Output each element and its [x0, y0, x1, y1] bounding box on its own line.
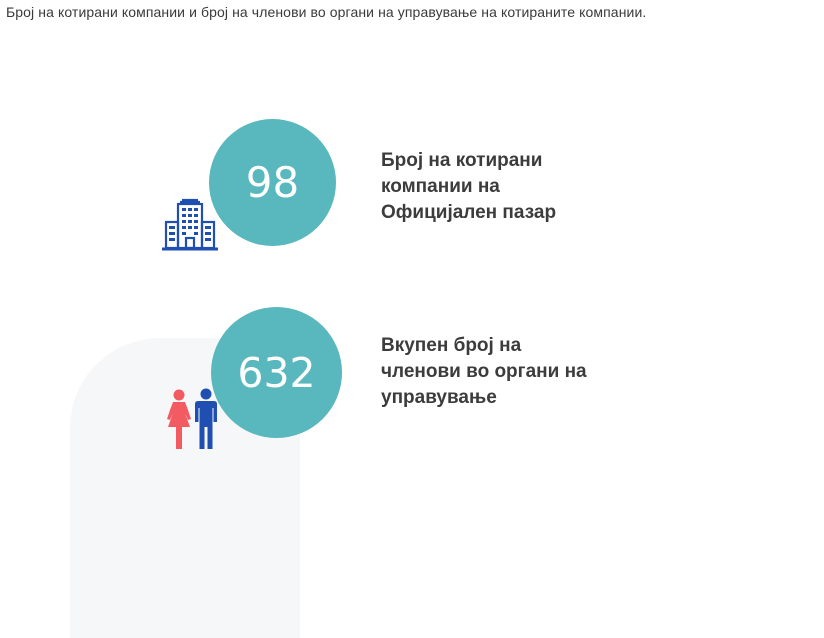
label-line: членови во органи на [381, 361, 587, 382]
companies-count-circle: 98 [209, 119, 336, 246]
label-line: Вкупен број на [381, 335, 522, 356]
label-line: управување [381, 387, 497, 408]
page-title: Број на котирани компании и број на член… [6, 4, 647, 20]
label-line: компании на [381, 176, 500, 197]
board-members-count-circle: 632 [211, 307, 342, 438]
label-line: Официјален пазар [381, 202, 557, 223]
building-icon [162, 198, 218, 251]
companies-count-value: 98 [245, 158, 300, 207]
board-members-count-label: Вкупен број на членови во органи на упра… [381, 333, 587, 411]
people-icon [167, 388, 217, 449]
companies-count-label: Број на котирани компании на Официјален … [381, 148, 556, 226]
label-line: Број на котирани [381, 150, 543, 171]
board-members-count-value: 632 [237, 348, 316, 397]
